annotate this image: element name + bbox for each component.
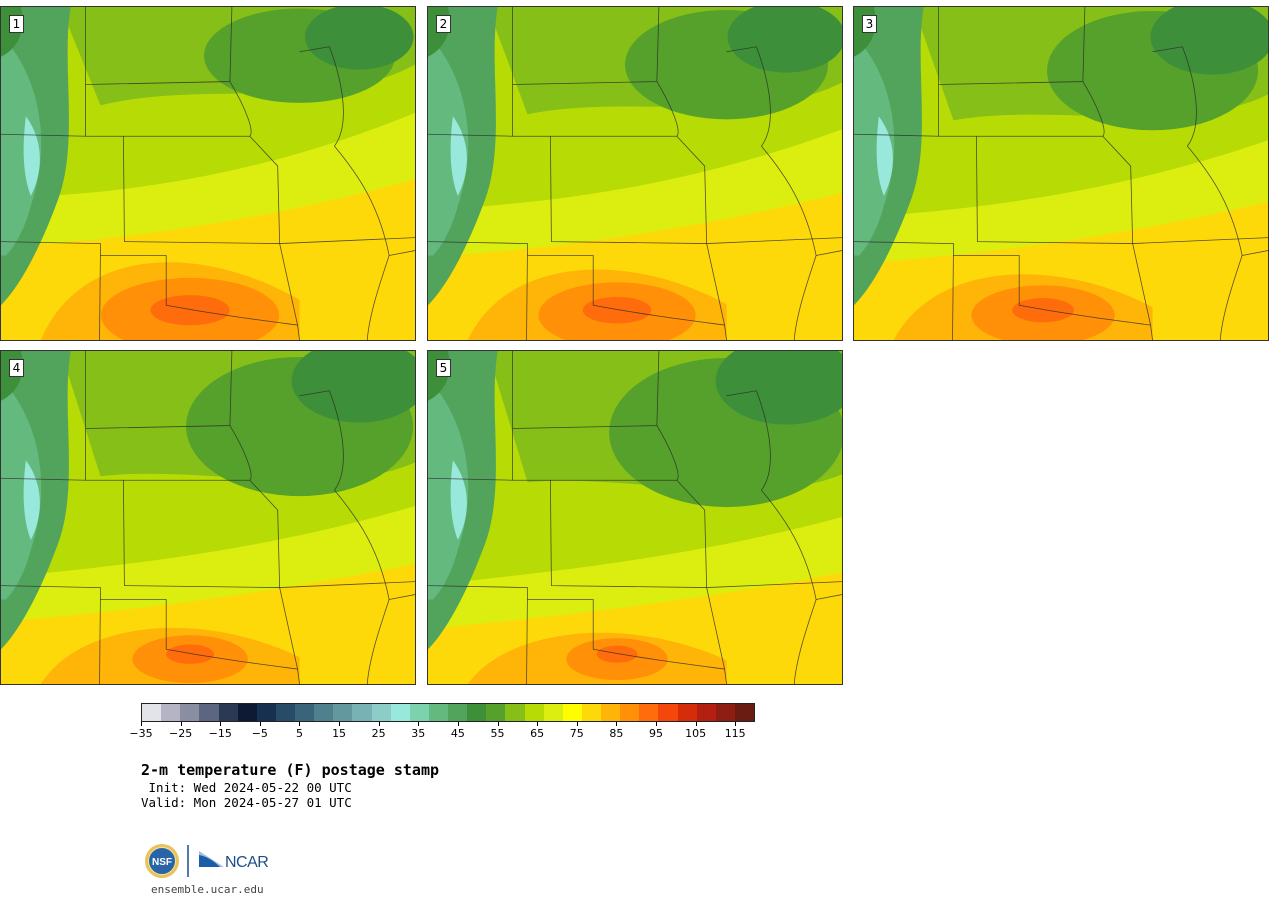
colorbar-tick-label: 115 bbox=[724, 727, 746, 740]
colorbar-swatch bbox=[601, 704, 621, 721]
colorbar-tick-label: 75 bbox=[569, 727, 584, 740]
colorbar-tick-labels: −35 −25 −15 −5 5 15 25 35 45 55 65 75 85 95 105 115 bbox=[129, 722, 755, 746]
colorbar-tick bbox=[259, 722, 261, 726]
temperature-colorbar bbox=[141, 703, 755, 722]
colorbar-tick bbox=[695, 722, 697, 726]
member-panel-5: 5 bbox=[427, 350, 843, 685]
colorbar-swatch bbox=[734, 704, 754, 721]
colorbar-swatch bbox=[677, 704, 697, 721]
colorbar-tick bbox=[576, 722, 578, 726]
nsf-ncar-logo: NSF NCAR bbox=[145, 844, 269, 878]
colorbar-tick-label: 65 bbox=[530, 727, 545, 740]
temperature-map bbox=[428, 351, 842, 684]
colorbar-swatch bbox=[543, 704, 563, 721]
colorbar-swatch bbox=[275, 704, 295, 721]
panel-number-label: 3 bbox=[862, 15, 877, 33]
colorbar-tick bbox=[537, 722, 539, 726]
colorbar-tick bbox=[180, 722, 182, 726]
colorbar-tick-label: −25 bbox=[169, 727, 193, 740]
colorbar-tick bbox=[299, 722, 301, 726]
member-panel-1: 1 bbox=[0, 6, 416, 341]
colorbar-tick-label: 95 bbox=[648, 727, 663, 740]
colorbar-swatch bbox=[639, 704, 659, 721]
colorbar-swatch bbox=[256, 704, 276, 721]
colorbar-tick-label: 25 bbox=[371, 727, 386, 740]
colorbar-swatch bbox=[180, 704, 200, 721]
temperature-map bbox=[1, 351, 415, 684]
colorbar-tick bbox=[141, 722, 142, 726]
colorbar-swatch bbox=[142, 704, 162, 721]
colorbar-swatch bbox=[199, 704, 219, 721]
colorbar-tick bbox=[457, 722, 459, 726]
panel-number-label: 4 bbox=[9, 359, 24, 377]
colorbar-swatch bbox=[467, 704, 487, 721]
colorbar-swatch bbox=[505, 704, 525, 721]
init-time: Init: Wed 2024-05-22 00 UTC bbox=[141, 780, 352, 795]
figure-title: 2-m temperature (F) postage stamp bbox=[141, 761, 440, 779]
colorbar-swatch bbox=[448, 704, 468, 721]
colorbar-tick-label: 85 bbox=[609, 727, 624, 740]
member-panel-2: 2 bbox=[427, 6, 843, 341]
panel-number-label: 5 bbox=[436, 359, 451, 377]
colorbar-tick bbox=[378, 722, 380, 726]
colorbar-tick-label: 35 bbox=[411, 727, 426, 740]
ncar-logo-icon: NCAR bbox=[199, 851, 269, 871]
temperature-map bbox=[854, 7, 1268, 340]
colorbar-swatch bbox=[620, 704, 640, 721]
colorbar-tick-label: −35 bbox=[129, 727, 153, 740]
colorbar-tick bbox=[220, 722, 222, 726]
colorbar-tick bbox=[616, 722, 618, 726]
colorbar-swatch bbox=[237, 704, 257, 721]
colorbar-tick bbox=[655, 722, 657, 726]
colorbar-swatch bbox=[428, 704, 448, 721]
colorbar-swatch bbox=[486, 704, 506, 721]
colorbar-tick bbox=[418, 722, 420, 726]
nsf-seal-text: NSF bbox=[152, 857, 172, 868]
nsf-seal-icon: NSF bbox=[145, 844, 179, 878]
temperature-map bbox=[1, 7, 415, 340]
colorbar-tick-label: 55 bbox=[490, 727, 505, 740]
footer-url: ensemble.ucar.edu bbox=[151, 883, 264, 896]
colorbar-tick-label: 105 bbox=[685, 727, 707, 740]
colorbar-tick-label: 15 bbox=[332, 727, 347, 740]
colorbar-tick bbox=[497, 722, 499, 726]
colorbar-swatch bbox=[524, 704, 544, 721]
colorbar-swatch bbox=[715, 704, 735, 721]
colorbar-tick bbox=[735, 722, 737, 726]
colorbar-tick-label: 5 bbox=[295, 727, 303, 740]
ncar-logo-text: NCAR bbox=[225, 854, 268, 871]
sponsor-logos: NSF NCAR bbox=[144, 843, 274, 879]
colorbar-swatch bbox=[390, 704, 410, 721]
member-panel-3: 3 bbox=[853, 6, 1269, 341]
colorbar-swatch bbox=[161, 704, 181, 721]
colorbar-swatch bbox=[352, 704, 372, 721]
colorbar-swatch bbox=[658, 704, 678, 721]
colorbar-swatch bbox=[409, 704, 429, 721]
colorbar-swatch bbox=[333, 704, 353, 721]
colorbar-tick bbox=[339, 722, 341, 726]
colorbar-swatch bbox=[562, 704, 582, 721]
valid-time: Valid: Mon 2024-05-27 01 UTC bbox=[141, 795, 352, 810]
colorbar-tick-label: 45 bbox=[450, 727, 465, 740]
colorbar-swatch bbox=[581, 704, 601, 721]
colorbar-swatch bbox=[314, 704, 334, 721]
panel-number-label: 1 bbox=[9, 15, 24, 33]
colorbar-swatch bbox=[696, 704, 716, 721]
colorbar-swatch bbox=[295, 704, 315, 721]
panel-number-label: 2 bbox=[436, 15, 451, 33]
colorbar-swatch bbox=[371, 704, 391, 721]
member-panel-4: 4 bbox=[0, 350, 416, 685]
colorbar-tick-label: −15 bbox=[208, 727, 232, 740]
temperature-map bbox=[428, 7, 842, 340]
colorbar-swatch bbox=[218, 704, 238, 721]
colorbar-tick-label: −5 bbox=[251, 727, 268, 740]
